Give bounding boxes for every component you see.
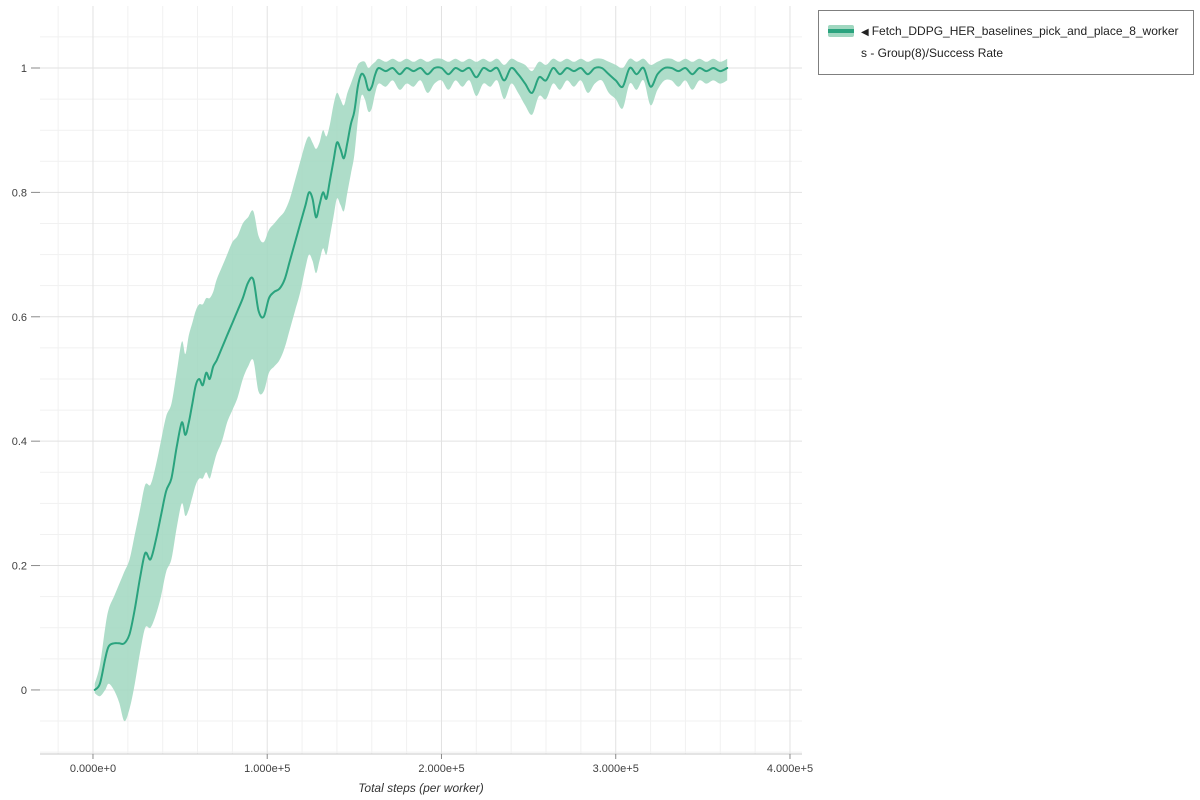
tick-label: 4.000e+5	[767, 763, 813, 775]
axis-labels: 0.000e+0 1.000e+5 2.000e+5 3.000e+5 4.000e+5…	[12, 63, 813, 795]
collapse-triangle-icon: ◀	[861, 27, 869, 38]
grid-major	[40, 6, 802, 754]
tick-label: 0.4	[12, 436, 27, 448]
tick-label: 1.000e+5	[244, 763, 290, 775]
legend-label: ◀ Fetch_DDPG_HER_baselines_pick_and_place…	[861, 21, 1184, 64]
tick-label: 2.000e+5	[418, 763, 464, 775]
tick-label: 0.2	[12, 561, 27, 573]
grid-minor	[40, 6, 802, 754]
tick-label: 0	[21, 685, 27, 697]
series-confidence-band	[94, 58, 728, 722]
tick-label: 0.8	[12, 187, 27, 199]
tick-label: 3.000e+5	[593, 763, 639, 775]
tick-label: 0.6	[12, 312, 27, 324]
legend-label-text: Fetch_DDPG_HER_baselines_pick_and_place_…	[861, 24, 1179, 60]
tick-label: 1	[21, 63, 27, 75]
tick-label: 0.000e+0	[70, 763, 116, 775]
legend-series-swatch	[828, 25, 854, 37]
axes	[31, 67, 802, 759]
series	[93, 58, 729, 722]
legend-line-sample	[828, 29, 854, 33]
success-rate-line-chart: 0.000e+0 1.000e+5 2.000e+5 3.000e+5 4.000e+5…	[12, 6, 813, 795]
x-axis-title: Total steps (per worker)	[358, 781, 484, 795]
series-mean-line	[93, 66, 729, 691]
legend[interactable]: ◀ Fetch_DDPG_HER_baselines_pick_and_place…	[818, 10, 1194, 75]
